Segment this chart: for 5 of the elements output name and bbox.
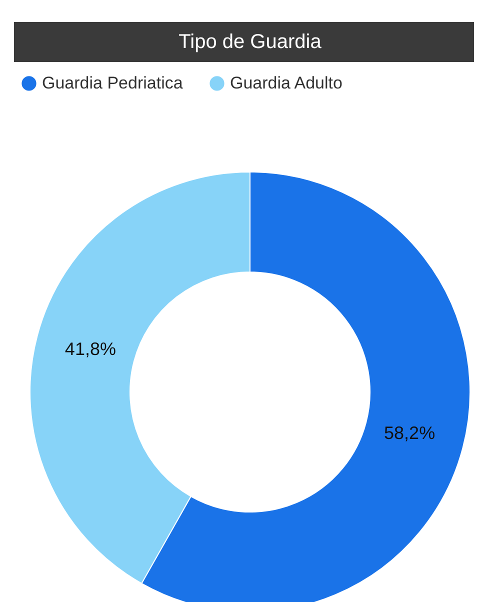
chart-title: Tipo de Guardia <box>178 31 322 53</box>
data-label: 58,2% <box>384 423 436 444</box>
data-label: 41,8% <box>64 338 116 359</box>
legend-label: Guardia Pedriatica <box>42 73 184 92</box>
legend-label: Guardia Adulto <box>230 73 342 92</box>
